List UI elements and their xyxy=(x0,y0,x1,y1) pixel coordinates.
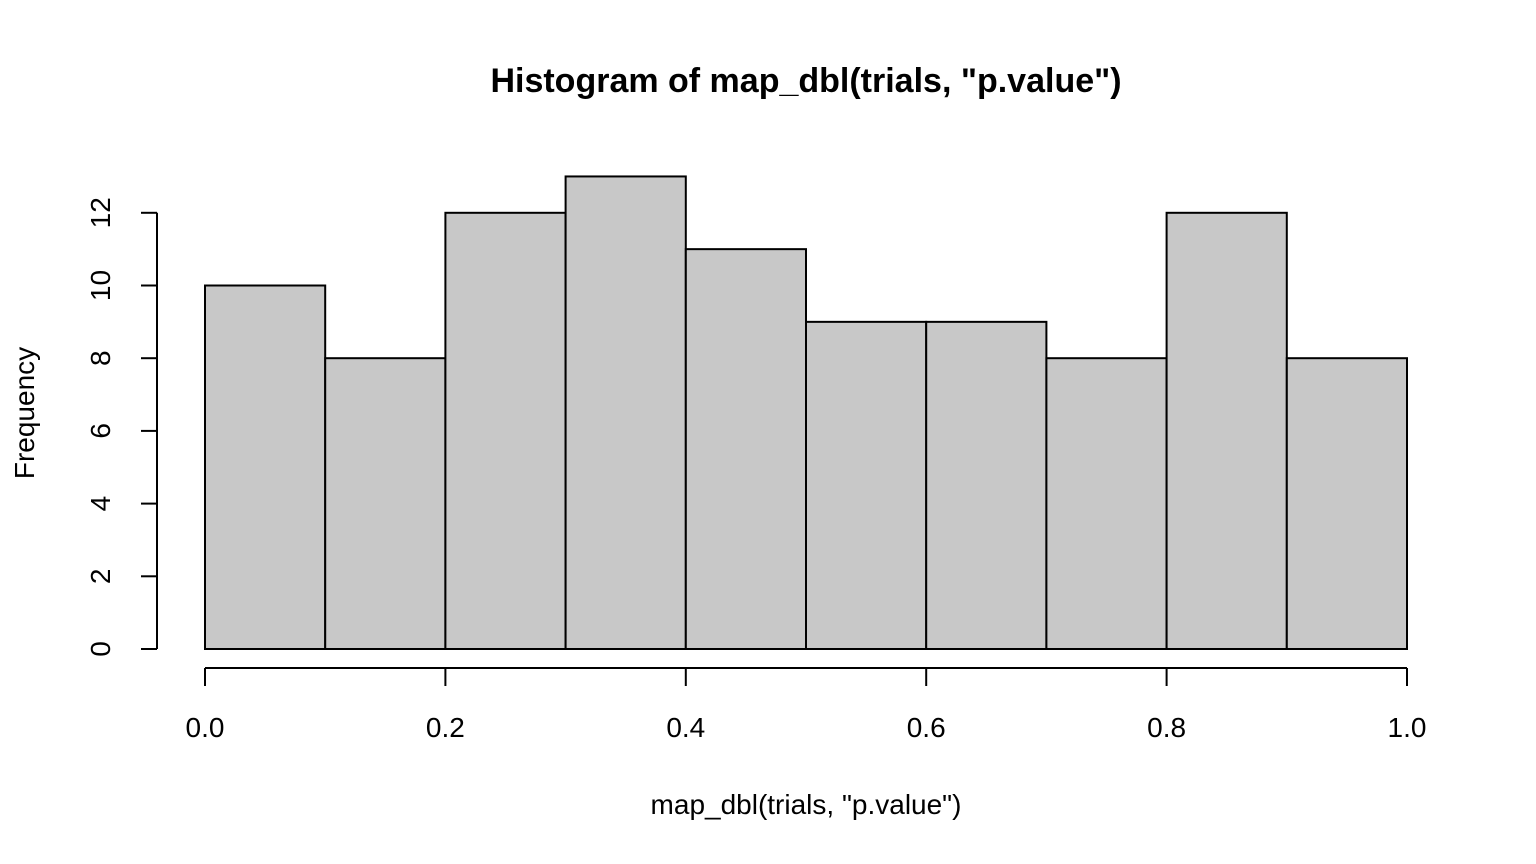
histogram-bar xyxy=(1285,357,1409,650)
y-tick-label: 10 xyxy=(85,270,116,301)
histogram-bars xyxy=(204,175,1409,651)
x-axis: 0.0 0.2 0.4 0.6 0.8 1.0 xyxy=(186,667,1427,743)
y-tick-label: 0 xyxy=(85,641,116,657)
histogram-bar xyxy=(324,357,447,650)
histogram-bar xyxy=(444,211,567,651)
histogram-bar xyxy=(564,175,687,650)
y-axis: 0 2 4 6 8 10 12 xyxy=(85,197,158,657)
histogram-bar xyxy=(925,320,1048,650)
y-tick-label: 6 xyxy=(85,423,116,439)
y-tick-label: 12 xyxy=(85,197,116,228)
histogram-bar xyxy=(1165,211,1288,651)
y-tick-label: 8 xyxy=(85,350,116,366)
y-tick-label: 4 xyxy=(85,496,116,512)
x-tick-label: 0.8 xyxy=(1147,712,1186,743)
x-tick-label: 0.2 xyxy=(426,712,465,743)
x-tick-label: 0.0 xyxy=(186,712,225,743)
x-tick-label: 0.6 xyxy=(907,712,946,743)
chart-title: Histogram of map_dbl(trials, "p.value") xyxy=(490,62,1121,100)
x-tick-label: 1.0 xyxy=(1388,712,1427,743)
histogram-bar xyxy=(684,248,807,650)
y-tick-label: 2 xyxy=(85,569,116,585)
x-tick-label: 0.4 xyxy=(666,712,705,743)
y-axis-label: Frequency xyxy=(9,347,40,479)
x-axis-label: map_dbl(trials, "p.value") xyxy=(651,789,962,820)
histogram-bar xyxy=(204,284,327,650)
histogram-bar xyxy=(1045,357,1168,650)
histogram-bar xyxy=(805,320,928,650)
